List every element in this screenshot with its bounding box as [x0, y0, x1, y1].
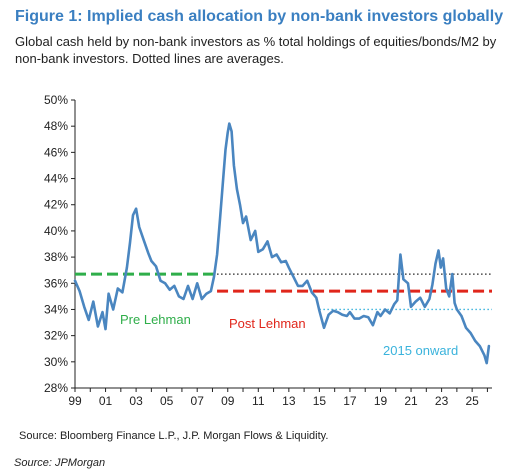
- y-tick-label: 38%: [44, 250, 68, 264]
- source-footnote: Source: Bloomberg Finance L.P., J.P. Mor…: [19, 430, 329, 442]
- x-tick-label: 11: [252, 394, 265, 408]
- annotation-post-lehman: Post Lehman: [229, 316, 306, 331]
- x-tick-label: 17: [343, 394, 357, 408]
- x-tick-label: 15: [313, 394, 327, 408]
- annotation-pre-lehman: Pre Lehman: [120, 312, 191, 327]
- chart-subtitle: Global cash held by non-bank investors a…: [15, 34, 497, 66]
- series-group: [73, 122, 491, 365]
- annotation-2015-onward: 2015 onward: [383, 343, 458, 358]
- axes: 28% 30% 32% 34% 36% 38% 40% 42% 44% 46% 48% 50% 99 01…: [44, 93, 492, 408]
- chart-title: Figure 1: Implied cash allocation by non…: [15, 8, 504, 25]
- y-tick-label: 34%: [44, 302, 68, 316]
- source-credit: Source: JPMorgan: [14, 457, 106, 469]
- series-line: [73, 122, 491, 365]
- x-tick-label: 05: [160, 394, 174, 408]
- x-tick-label: 07: [191, 394, 205, 408]
- annotations: Pre Lehman Post Lehman 2015 onward: [120, 312, 458, 358]
- y-tick-label: 46%: [44, 145, 68, 159]
- y-tick-label: 48%: [44, 119, 68, 133]
- y-tick-label: 32%: [44, 329, 68, 343]
- x-tick-label: 01: [99, 394, 113, 408]
- x-tick-label: 25: [465, 394, 479, 408]
- y-tick-label: 42%: [44, 198, 68, 212]
- x-tick-label: 09: [221, 394, 235, 408]
- y-tick-label: 50%: [44, 93, 68, 107]
- x-tick-label: 23: [435, 394, 449, 408]
- x-tick-label: 13: [282, 394, 296, 408]
- x-tick-label: 21: [404, 394, 418, 408]
- y-tick-label: 28%: [44, 381, 68, 395]
- x-tick-label: 19: [374, 394, 388, 408]
- y-tick-label: 44%: [44, 172, 68, 186]
- y-tick-label: 40%: [44, 224, 68, 238]
- y-tick-label: 30%: [44, 355, 68, 369]
- x-tick-label: 03: [129, 394, 143, 408]
- x-tick-label: 99: [68, 394, 82, 408]
- average-lines: [75, 272, 492, 311]
- y-tick-label: 36%: [44, 276, 68, 290]
